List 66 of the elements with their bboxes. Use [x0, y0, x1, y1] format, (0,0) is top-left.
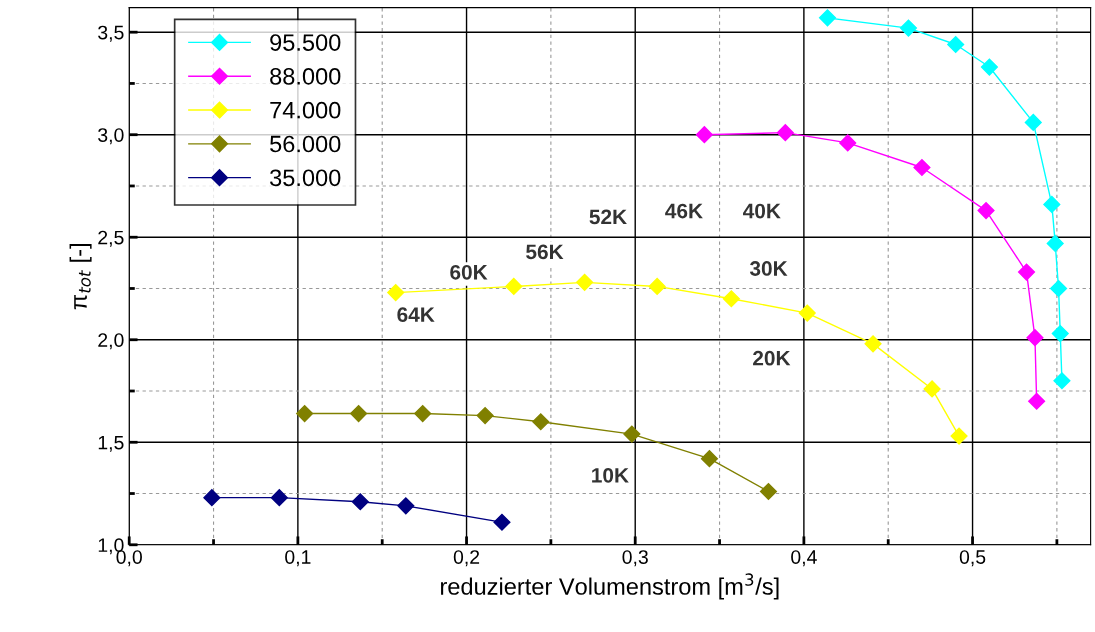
x-axis-title: reduzierter Volumenstrom [m$^{3}$/s] [441, 573, 779, 600]
point [576, 273, 594, 291]
point [839, 134, 857, 152]
point [1043, 195, 1061, 213]
point [350, 405, 368, 423]
legend-label: 88.000 [270, 68, 341, 85]
legend-label: 35.000 [270, 169, 341, 187]
legend-label: 74.000 [270, 101, 341, 119]
legend-label: 95.500 [270, 34, 341, 51]
legend-label: 56.000 [270, 135, 341, 153]
y-tick-label: 3,5 [98, 25, 124, 42]
point [351, 493, 369, 511]
point [776, 124, 794, 142]
x-tick-label: 0,5 [959, 550, 986, 567]
x-tick-label: 0,1 [285, 550, 311, 567]
annotation: 64K [397, 307, 435, 323]
annotation: 20K [753, 350, 791, 366]
point [899, 19, 918, 37]
point [505, 277, 523, 295]
point [1024, 113, 1042, 131]
x-tick-label: 0,2 [453, 550, 480, 567]
point [722, 290, 740, 308]
point [1026, 329, 1044, 347]
y-axis-title: π$_{tot}$ [-] [69, 244, 92, 310]
point [203, 489, 221, 507]
point [947, 35, 965, 54]
annotation: 40K [743, 203, 781, 219]
point [977, 202, 995, 220]
annotation: 60K [450, 264, 488, 280]
point [950, 427, 968, 445]
y-tick-label: 3,0 [98, 128, 124, 145]
point [818, 9, 837, 27]
point [1051, 325, 1069, 343]
point [1017, 263, 1036, 281]
y-tick-label: 2,5 [98, 230, 124, 247]
point [1053, 372, 1071, 390]
point [397, 497, 415, 515]
point [864, 335, 882, 353]
point [296, 405, 314, 423]
point [493, 513, 511, 531]
point [1050, 279, 1068, 298]
point [913, 158, 931, 177]
point [414, 405, 432, 423]
point [695, 126, 713, 144]
point [759, 482, 778, 501]
point [532, 413, 550, 431]
point [700, 450, 718, 468]
point [476, 407, 494, 425]
point [798, 304, 816, 322]
annotation: 56K [526, 244, 564, 260]
point [1046, 234, 1064, 252]
annotation: 52K [589, 209, 627, 225]
point [623, 425, 641, 443]
y-tick-label: 1,5 [98, 435, 124, 452]
point [923, 380, 941, 398]
point [980, 58, 998, 76]
point [1028, 392, 1046, 410]
y-tick-label: 2,0 [98, 333, 124, 350]
x-tick-label: 0,4 [791, 550, 817, 567]
annotation: 46K [665, 203, 703, 219]
x-tick-label: 0,3 [622, 550, 648, 567]
point [387, 284, 405, 302]
annotation: 30K [749, 261, 788, 276]
annotation: 10K [592, 467, 629, 483]
point [270, 489, 288, 507]
point [648, 277, 666, 295]
